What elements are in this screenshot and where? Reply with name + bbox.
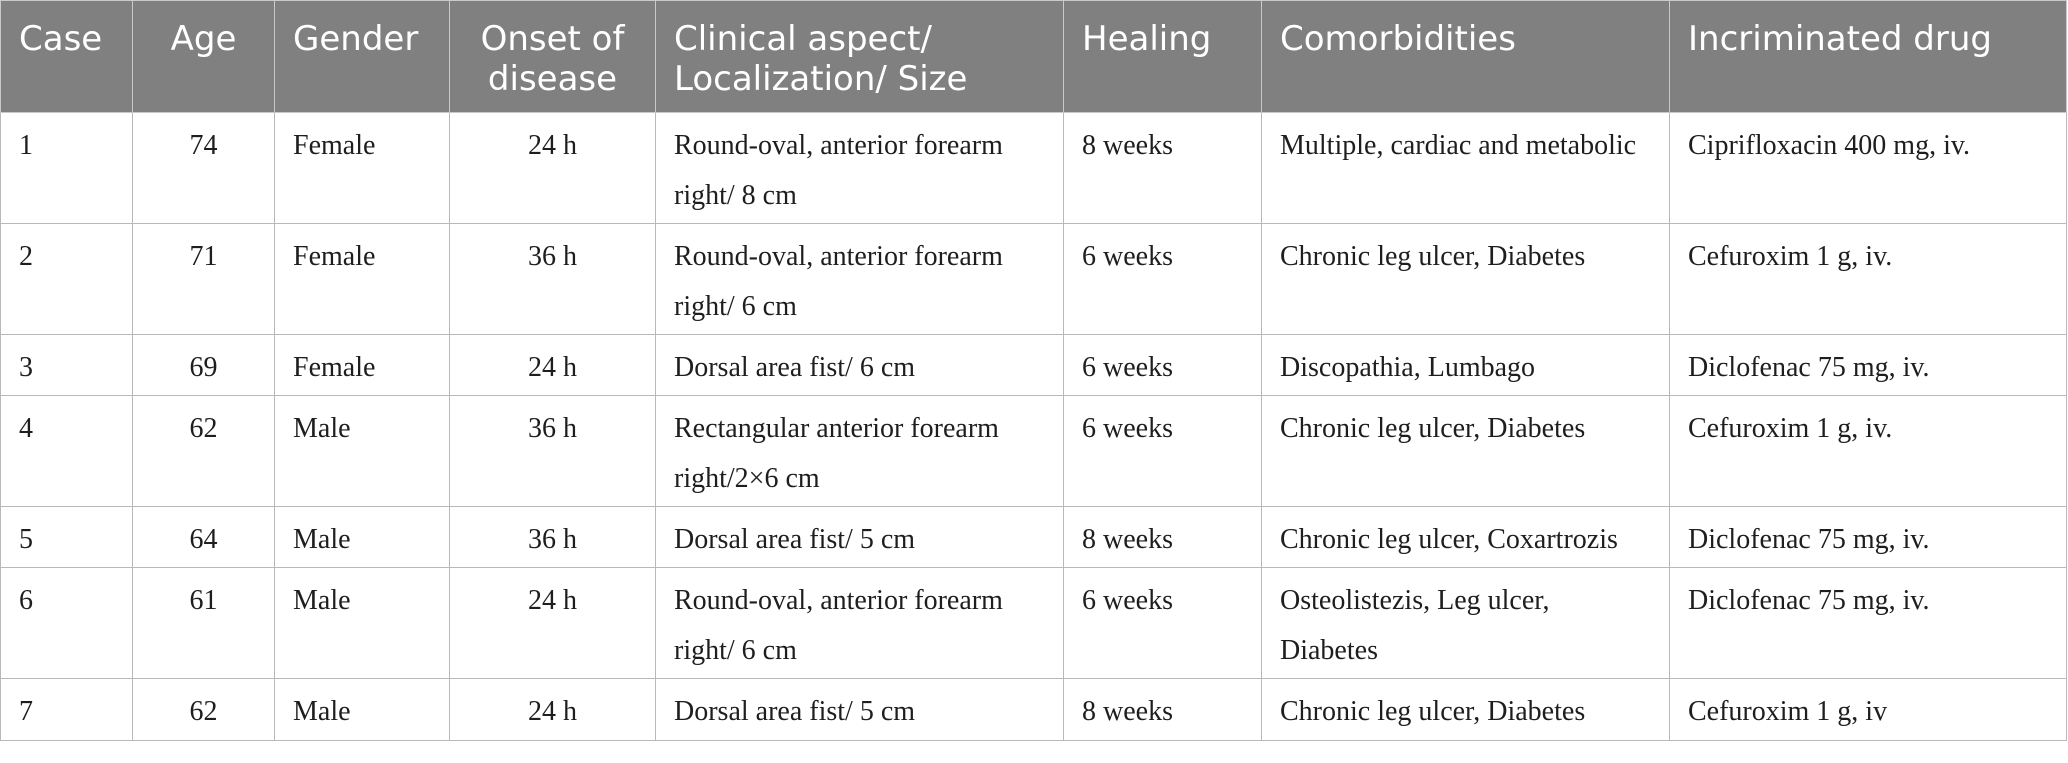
header-healing: Healing (1063, 0, 1262, 113)
cell-incriminated-drug: Diclofenac 75 mg, iv. (1669, 334, 2067, 396)
header-case: Case (0, 0, 133, 113)
cell-case: 3 (0, 334, 133, 396)
cell-case: 7 (0, 678, 133, 741)
cell-incriminated-drug: Cefuroxim 1 g, iv. (1669, 223, 2067, 335)
cell-clinical-aspect: Round-oval, anterior forearm right/ 6 cm (655, 223, 1064, 335)
cell-age: 71 (132, 223, 275, 335)
cell-healing: 8 weeks (1063, 678, 1262, 741)
cell-healing: 6 weeks (1063, 567, 1262, 679)
cell-gender: Male (274, 678, 450, 741)
cell-case: 1 (0, 112, 133, 224)
cell-incriminated-drug: Diclofenac 75 mg, iv. (1669, 567, 2067, 679)
cell-healing: 8 weeks (1063, 112, 1262, 224)
table-row: 1 74 Female 24 h Round-oval, anterior fo… (0, 112, 2067, 224)
cell-incriminated-drug: Cefuroxim 1 g, iv (1669, 678, 2067, 741)
cell-onset: 24 h (449, 678, 656, 741)
header-onset-of-disease: Onset of disease (449, 0, 656, 113)
cell-gender: Male (274, 506, 450, 568)
cell-age: 62 (132, 678, 275, 741)
cell-incriminated-drug: Diclofenac 75 mg, iv. (1669, 506, 2067, 568)
cell-case: 6 (0, 567, 133, 679)
cell-incriminated-drug: Ciprifloxacin 400 mg, iv. (1669, 112, 2067, 224)
cell-onset: 24 h (449, 112, 656, 224)
cell-clinical-aspect: Round-oval, anterior forearm right/ 8 cm (655, 112, 1064, 224)
cell-onset: 36 h (449, 223, 656, 335)
cell-healing: 6 weeks (1063, 395, 1262, 507)
table-row: 6 61 Male 24 h Round-oval, anterior fore… (0, 567, 2067, 679)
header-comorbidities: Comorbidities (1261, 0, 1670, 113)
header-row: Case Age Gender Onset of disease Clinica… (0, 0, 2067, 113)
cell-healing: 6 weeks (1063, 334, 1262, 396)
cell-comorbidities: Chronic leg ulcer, Diabetes (1261, 395, 1670, 507)
cell-healing: 6 weeks (1063, 223, 1262, 335)
cell-case: 5 (0, 506, 133, 568)
cell-comorbidities: Chronic leg ulcer, Diabetes (1261, 678, 1670, 741)
cell-onset: 24 h (449, 567, 656, 679)
cell-comorbidities: Chronic leg ulcer, Diabetes (1261, 223, 1670, 335)
cell-onset: 36 h (449, 395, 656, 507)
header-clinical-aspect: Clinical aspect/ Localization/ Size (655, 0, 1064, 113)
header-age: Age (132, 0, 275, 113)
header-gender: Gender (274, 0, 450, 113)
cell-gender: Female (274, 334, 450, 396)
cell-comorbidities: Chronic leg ulcer, Coxartrozis (1261, 506, 1670, 568)
table-row: 7 62 Male 24 h Dorsal area fist/ 5 cm 8 … (0, 678, 2067, 741)
cell-onset: 24 h (449, 334, 656, 396)
cell-healing: 8 weeks (1063, 506, 1262, 568)
cell-comorbidities: Multiple, cardiac and metabolic (1261, 112, 1670, 224)
cell-clinical-aspect: Round-oval, anterior forearm right/ 6 cm (655, 567, 1064, 679)
header-incriminated-drug: Incriminated drug (1669, 0, 2067, 113)
cell-age: 74 (132, 112, 275, 224)
cell-gender: Male (274, 567, 450, 679)
cell-clinical-aspect: Dorsal area fist/ 5 cm (655, 678, 1064, 741)
table-row: 4 62 Male 36 h Rectangular anterior fore… (0, 395, 2067, 507)
cell-age: 62 (132, 395, 275, 507)
cell-case: 4 (0, 395, 133, 507)
cell-gender: Female (274, 223, 450, 335)
table-row: 2 71 Female 36 h Round-oval, anterior fo… (0, 223, 2067, 335)
cell-clinical-aspect: Rectangular anterior forearm right/2×6 c… (655, 395, 1064, 507)
cell-comorbidities: Osteolistezis, Leg ulcer, Diabetes (1261, 567, 1670, 679)
clinical-cases-table: Case Age Gender Onset of disease Clinica… (0, 0, 2067, 741)
cell-clinical-aspect: Dorsal area fist/ 6 cm (655, 334, 1064, 396)
cell-age: 61 (132, 567, 275, 679)
cell-clinical-aspect: Dorsal area fist/ 5 cm (655, 506, 1064, 568)
cell-comorbidities: Discopathia, Lumbago (1261, 334, 1670, 396)
cell-onset: 36 h (449, 506, 656, 568)
cell-gender: Female (274, 112, 450, 224)
table-row: 5 64 Male 36 h Dorsal area fist/ 5 cm 8 … (0, 506, 2067, 568)
table-row: 3 69 Female 24 h Dorsal area fist/ 6 cm … (0, 334, 2067, 396)
cell-case: 2 (0, 223, 133, 335)
cell-age: 64 (132, 506, 275, 568)
cell-age: 69 (132, 334, 275, 396)
cell-gender: Male (274, 395, 450, 507)
cell-incriminated-drug: Cefuroxim 1 g, iv. (1669, 395, 2067, 507)
